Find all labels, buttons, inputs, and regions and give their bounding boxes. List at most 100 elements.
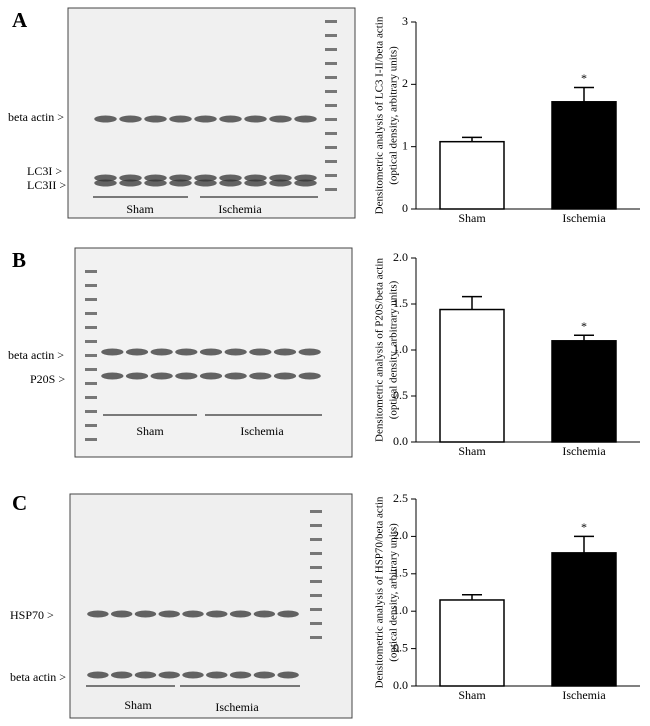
group-label: Ischemia <box>218 202 262 216</box>
band <box>169 179 192 187</box>
group-lines <box>86 196 322 687</box>
y-axis-label: (optical density, arbitrary units) <box>388 523 400 662</box>
band <box>224 348 247 356</box>
band <box>194 174 217 182</box>
y-tick-label: 2.5 <box>393 491 408 505</box>
y-axis-label: Densitometric analysis of HSP70/beta act… <box>374 496 386 688</box>
band <box>110 610 133 618</box>
band <box>134 671 157 679</box>
y-tick-label: 0 <box>402 201 408 215</box>
ladder <box>325 174 337 177</box>
y-tick-label: 2.0 <box>393 528 408 542</box>
bar <box>439 140 505 210</box>
ladder <box>325 20 337 23</box>
group-label: Sham <box>124 698 152 712</box>
ladder <box>85 396 97 399</box>
x-tick-label: Ischemia <box>562 688 606 702</box>
band <box>244 174 267 182</box>
ladder <box>325 62 337 65</box>
ladder <box>85 312 97 315</box>
band <box>194 115 217 123</box>
band <box>175 372 198 380</box>
band <box>150 348 173 356</box>
ladder <box>310 538 322 541</box>
band <box>94 179 117 187</box>
band <box>253 671 276 679</box>
panel-label: A <box>12 8 28 32</box>
annotation: * <box>581 319 587 333</box>
y-tick-label: 1.0 <box>393 342 408 356</box>
error-bar <box>462 593 482 600</box>
band <box>144 115 167 123</box>
y-tick-label: 2 <box>402 76 408 90</box>
blot-label: beta actin > <box>8 110 64 124</box>
ladder <box>310 566 322 569</box>
bands <box>85 20 337 679</box>
ladder <box>85 326 97 329</box>
ladder <box>325 90 337 93</box>
bar <box>551 552 617 687</box>
band <box>169 174 192 182</box>
band <box>219 179 242 187</box>
bar <box>551 340 617 443</box>
band <box>169 115 192 123</box>
ladder <box>325 48 337 51</box>
band <box>182 671 204 679</box>
band <box>134 610 157 618</box>
band <box>194 179 217 187</box>
ladder <box>310 580 322 583</box>
ladder <box>310 524 322 527</box>
band <box>150 372 173 380</box>
ladder <box>310 510 322 513</box>
band <box>101 372 124 380</box>
band <box>144 179 167 187</box>
band <box>229 610 252 618</box>
band <box>87 671 109 679</box>
bar <box>439 308 505 443</box>
group-label: Sham <box>136 424 164 438</box>
band <box>125 372 149 380</box>
band <box>94 115 117 123</box>
band <box>199 372 223 380</box>
band <box>277 610 299 618</box>
y-tick-label: 3 <box>402 14 408 28</box>
ladder <box>325 132 337 135</box>
blot-label: P20S > <box>30 372 65 386</box>
band <box>244 179 267 187</box>
band <box>144 174 167 182</box>
group-label: Sham <box>126 202 154 216</box>
band <box>158 610 180 618</box>
x-tick-label: Sham <box>458 211 486 225</box>
band <box>294 179 317 187</box>
ladder <box>325 34 337 37</box>
ladder <box>85 354 97 357</box>
blot-label: LC3I > <box>27 164 62 178</box>
band <box>219 115 242 123</box>
annotation: * <box>581 71 587 85</box>
ladder <box>310 622 322 625</box>
x-tick-label: Sham <box>458 444 486 458</box>
x-tick-label: Ischemia <box>562 211 606 225</box>
error-bar <box>574 535 594 553</box>
band <box>119 179 142 187</box>
blot-label: beta actin > <box>10 670 66 684</box>
y-axis-label: Densitometric analysis of LC3 I-II/beta … <box>374 16 386 214</box>
annotation: * <box>581 520 587 534</box>
y-tick-label: 1.5 <box>393 566 408 580</box>
error-bar <box>462 295 482 310</box>
blot <box>67 7 356 219</box>
group-label: Ischemia <box>240 424 284 438</box>
y-axis-label: (optical density, arbitrary units) <box>388 46 400 185</box>
ladder <box>310 552 322 555</box>
band <box>182 610 204 618</box>
band <box>294 174 317 182</box>
ladder <box>85 270 97 273</box>
error-bar <box>574 334 594 341</box>
error-bar <box>574 86 594 102</box>
panel-label: C <box>12 491 27 515</box>
y-tick-label: 1 <box>402 138 408 152</box>
ladder <box>85 382 97 385</box>
bar <box>439 599 505 687</box>
band <box>273 372 297 380</box>
